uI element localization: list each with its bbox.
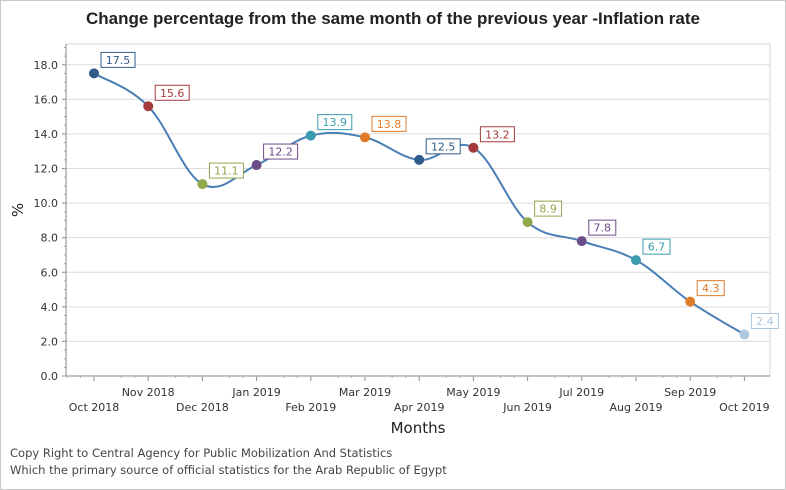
x-tick-label: Oct 2018 — [69, 401, 120, 414]
data-label-box — [534, 200, 563, 217]
data-point — [522, 217, 533, 228]
y-tick-label: 10.0 — [34, 197, 59, 210]
data-label: 7.8 — [594, 222, 612, 235]
source-note: Which the primary source of official sta… — [10, 463, 447, 477]
data-label: 13.9 — [323, 116, 348, 129]
data-point — [251, 160, 262, 171]
data-label-box — [317, 114, 353, 131]
x-tick-label: Feb 2019 — [285, 401, 336, 414]
data-label-box — [479, 126, 515, 143]
copyright-note: Copy Right to Central Agency for Public … — [10, 446, 393, 460]
data-label: 15.6 — [160, 87, 185, 100]
data-label: 8.9 — [539, 203, 557, 216]
y-tick-label: 0.0 — [41, 370, 59, 383]
data-label: 2.4 — [756, 315, 774, 328]
data-label-box — [588, 219, 617, 236]
data-point — [89, 68, 99, 79]
data-label-box — [642, 238, 671, 255]
data-label: 6.7 — [648, 241, 666, 254]
data-label-box — [696, 280, 725, 297]
data-label: 12.2 — [268, 146, 293, 159]
data-point — [305, 130, 316, 141]
data-label-box — [154, 84, 190, 101]
data-label-box — [263, 143, 299, 160]
x-tick-label: Mar 2019 — [339, 386, 391, 399]
x-tick-label: Nov 2018 — [122, 386, 175, 399]
data-label-box — [208, 162, 244, 179]
chart-title: Change percentage from the same month of… — [85, 9, 700, 28]
data-point — [739, 329, 750, 340]
data-label: 13.8 — [377, 118, 402, 131]
y-tick-label: 8.0 — [41, 232, 59, 245]
data-point — [143, 101, 154, 112]
y-tick-label: 16.0 — [34, 93, 59, 106]
data-label: 11.1 — [214, 165, 239, 178]
x-tick-label: Jun 2019 — [502, 401, 552, 414]
data-label-box — [100, 51, 136, 68]
data-point — [468, 142, 479, 153]
y-tick-label: 4.0 — [41, 301, 59, 314]
data-label: 4.3 — [702, 282, 720, 295]
x-tick-label: Jul 2019 — [558, 386, 604, 399]
data-label: 13.2 — [485, 128, 510, 141]
x-tick-label: Apr 2019 — [394, 401, 445, 414]
x-tick-label: Aug 2019 — [610, 401, 663, 414]
data-point — [631, 255, 641, 266]
data-point — [414, 154, 425, 165]
y-tick-label: 6.0 — [41, 266, 59, 279]
y-tick-label: 2.0 — [41, 335, 59, 348]
y-tick-label: 18.0 — [34, 59, 59, 72]
data-label-box — [750, 313, 779, 329]
data-point — [685, 296, 696, 307]
x-tick-label: Dec 2018 — [176, 401, 229, 414]
y-tick-label: 14.0 — [34, 128, 59, 141]
x-tick-label: Oct 2019 — [719, 401, 770, 414]
data-point — [360, 132, 370, 143]
x-tick-label: Jan 2019 — [231, 386, 280, 399]
data-point — [576, 236, 587, 247]
data-point — [197, 179, 208, 190]
data-label: 17.5 — [106, 54, 131, 67]
x-tick-label: May 2019 — [446, 386, 500, 399]
x-axis-label: Months — [390, 419, 446, 437]
data-label-box — [425, 138, 461, 155]
data-label: 12.5 — [431, 140, 456, 153]
line-chart: 0.0 2.0 4.0 6.0 8.0 10.0 12.0 14.0 16.0 18.0 Oct 2… — [34, 43, 779, 414]
data-label-box — [371, 115, 407, 132]
y-tick-label: 12.0 — [34, 163, 59, 176]
x-tick-label: Sep 2019 — [664, 386, 716, 399]
